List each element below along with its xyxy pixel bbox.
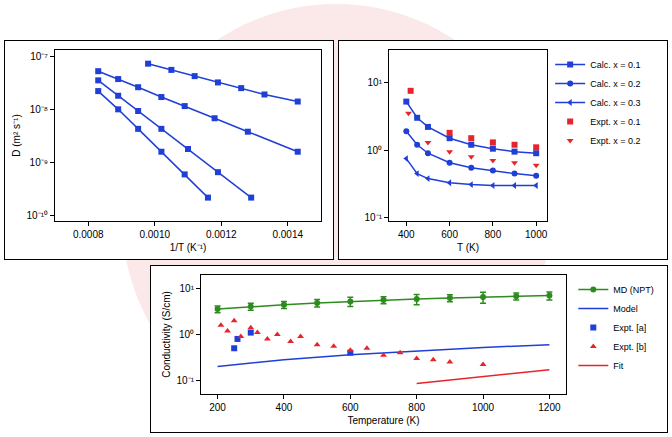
- svg-text:10⁻¹: 10⁻¹: [365, 212, 383, 223]
- svg-text:1000: 1000: [472, 402, 495, 413]
- svg-text:0.0010: 0.0010: [139, 229, 170, 240]
- svg-text:1200: 1200: [538, 402, 561, 413]
- svg-text:10⁻⁹: 10⁻⁹: [30, 157, 48, 168]
- svg-text:Expt. x = 0.2: Expt. x = 0.2: [590, 136, 640, 146]
- svg-text:10¹: 10¹: [368, 77, 383, 88]
- svg-text:MD (NPT): MD (NPT): [613, 285, 654, 295]
- svg-text:Calc. x = 0.2: Calc. x = 0.2: [590, 79, 640, 89]
- svg-text:Expt. [b]: Expt. [b]: [613, 342, 646, 352]
- svg-text:10⁰: 10⁰: [367, 145, 382, 156]
- svg-text:200: 200: [209, 402, 226, 413]
- svg-text:0.0012: 0.0012: [206, 229, 237, 240]
- svg-text:T (K): T (K): [457, 242, 479, 253]
- svg-text:Model: Model: [613, 304, 638, 314]
- svg-text:600: 600: [342, 402, 359, 413]
- svg-text:0.0014: 0.0014: [272, 229, 303, 240]
- svg-text:10⁻⁸: 10⁻⁸: [30, 104, 48, 115]
- svg-text:800: 800: [408, 402, 425, 413]
- svg-text:400: 400: [398, 229, 415, 240]
- svg-text:Fit: Fit: [613, 361, 623, 371]
- svg-text:Conductivity (S/cm): Conductivity (S/cm): [161, 291, 172, 378]
- svg-text:400: 400: [276, 402, 293, 413]
- svg-text:Temperature (K): Temperature (K): [347, 415, 419, 426]
- svg-text:10⁻¹⁰: 10⁻¹⁰: [27, 210, 48, 221]
- svg-text:Calc. x = 0.1: Calc. x = 0.1: [590, 60, 640, 70]
- svg-text:Calc. x = 0.3: Calc. x = 0.3: [590, 98, 640, 108]
- svg-text:10⁻⁷: 10⁻⁷: [30, 51, 48, 62]
- svg-text:600: 600: [441, 229, 458, 240]
- svg-text:10¹: 10¹: [180, 283, 195, 294]
- svg-text:1000: 1000: [525, 229, 548, 240]
- svg-text:0.0008: 0.0008: [73, 229, 104, 240]
- svg-text:10⁻¹: 10⁻¹: [177, 375, 195, 386]
- svg-text:Expt. [a]: Expt. [a]: [613, 323, 646, 333]
- svg-text:10⁰: 10⁰: [179, 329, 194, 340]
- svg-text:Expt. x = 0.1: Expt. x = 0.1: [590, 117, 640, 127]
- svg-text:800: 800: [485, 229, 502, 240]
- svg-text:D (m² s⁻¹): D (m² s⁻¹): [11, 114, 22, 156]
- svg-text:1/T (K⁻¹): 1/T (K⁻¹): [170, 242, 207, 253]
